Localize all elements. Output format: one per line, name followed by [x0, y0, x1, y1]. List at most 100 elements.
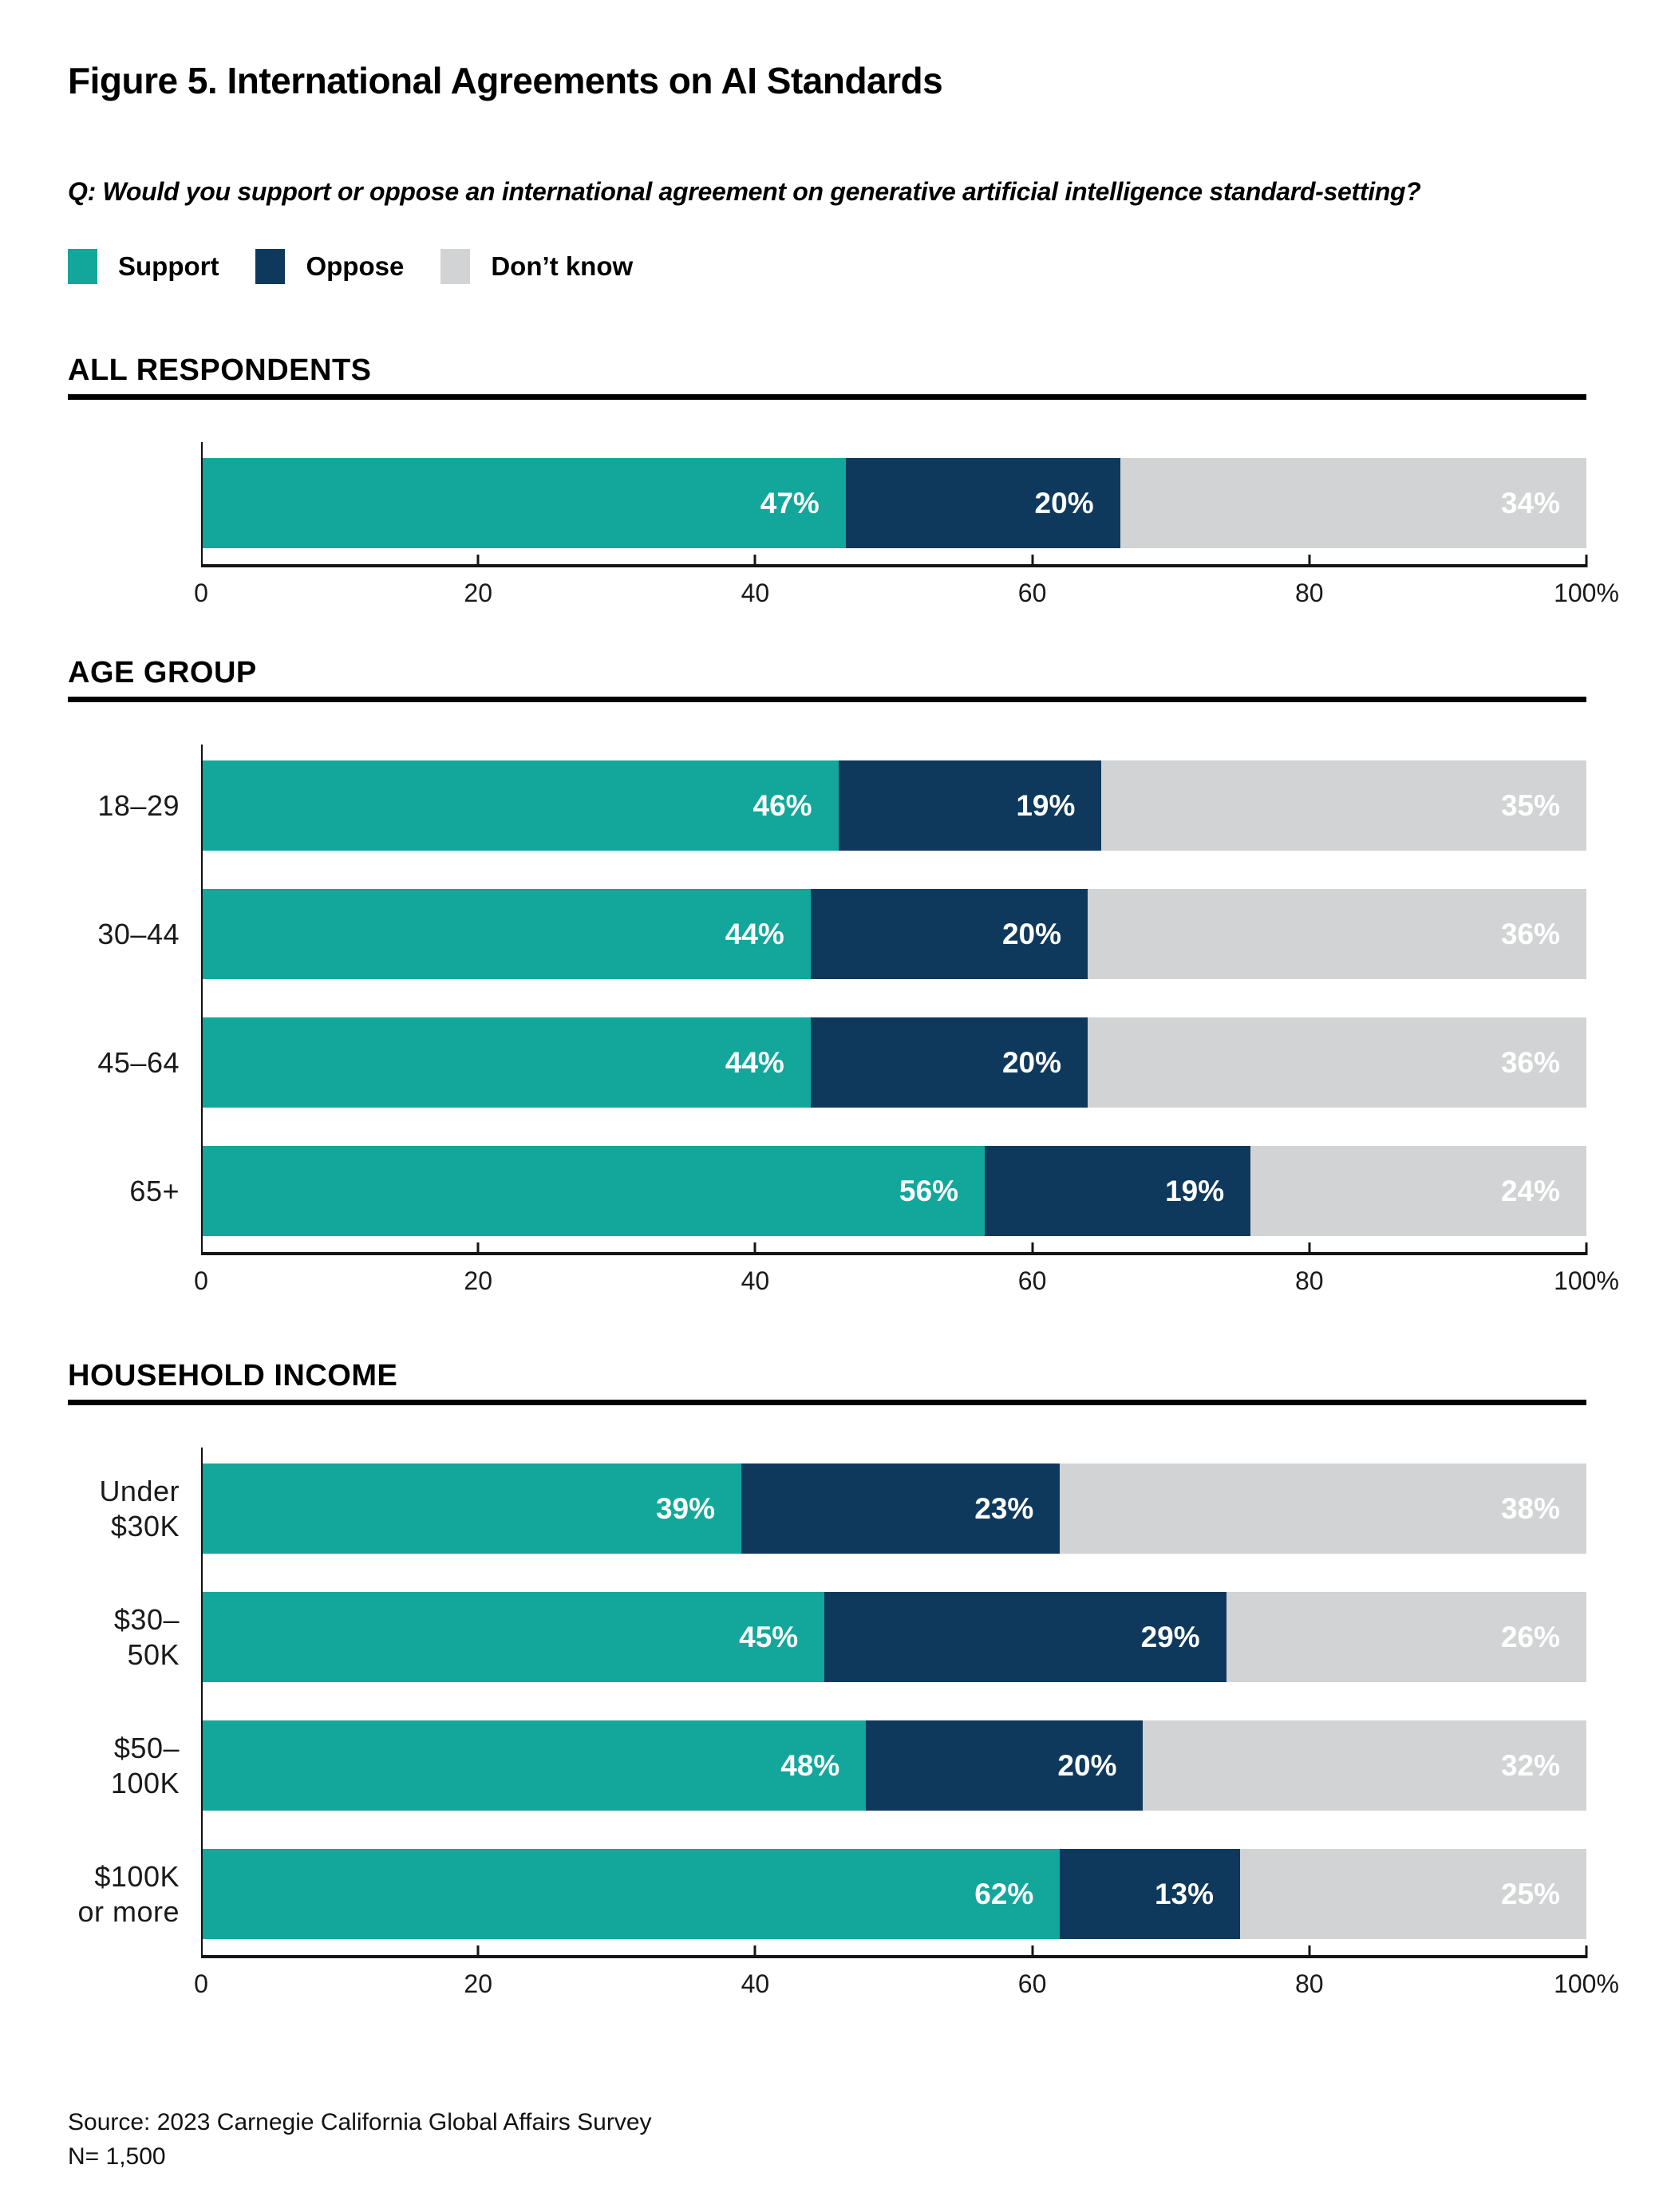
category-label-gutter: 65+	[68, 1146, 201, 1236]
category-label: $100K or more	[77, 1859, 180, 1928]
category-label: $50–100K	[110, 1731, 180, 1799]
axis-tick	[476, 1945, 480, 1958]
axis-tick	[476, 1242, 480, 1255]
bar-segment-support: 48%	[201, 1720, 867, 1811]
bar-segment-oppose: 20%	[866, 1720, 1144, 1811]
axis-tick-label: 0	[194, 1266, 208, 1295]
section-household-income: HOUSEHOLD INCOME Under $30K 39% 23% 38%	[68, 1358, 1619, 2001]
segment-value-label: 29%	[1140, 1620, 1200, 1653]
category-label-gutter: $100K or more	[68, 1849, 201, 1939]
x-axis	[201, 1242, 1588, 1255]
category-label: 65+	[129, 1174, 180, 1207]
segment-value-label: 26%	[1500, 1620, 1560, 1653]
category-label: Under $30K	[99, 1474, 180, 1542]
legend-item-dontknow: Don’t know	[440, 249, 633, 284]
sample-size-note: N= 1,500	[68, 2143, 166, 2170]
category-label-gutter: $50–100K	[68, 1720, 201, 1811]
x-axis	[201, 1945, 1588, 1958]
category-label: 45–64	[97, 1045, 180, 1079]
axis-tick-label: 80	[1295, 1969, 1324, 1998]
segment-value-label: 46%	[752, 788, 812, 822]
category-label-gutter: 45–64	[68, 1017, 201, 1108]
category-label-gutter: 18–29	[68, 760, 201, 851]
stacked-bar: 62% 13% 25%	[201, 1849, 1586, 1939]
bar-segment-oppose: 13%	[1060, 1849, 1240, 1939]
legend-swatch-dontknow-icon	[440, 249, 471, 284]
bar-segment-support: 62%	[201, 1849, 1061, 1939]
stacked-bar: 44% 20% 36%	[201, 889, 1586, 979]
legend-item-support: Support	[68, 249, 219, 284]
bar-segment-oppose: 23%	[741, 1463, 1061, 1554]
y-axis-line	[201, 745, 203, 1255]
bar-segment-support: 46%	[201, 760, 839, 851]
axis-tick	[753, 1945, 756, 1958]
section-all-respondents: ALL RESPONDENTS 47% 20% 34%	[68, 353, 1619, 610]
axis-tick-label: 100%	[1554, 579, 1619, 607]
chart-all-respondents: 47% 20% 34% 0 20 40	[68, 400, 1619, 610]
bar-row: $30–50K 45% 29% 26%	[68, 1592, 1586, 1682]
section-heading: ALL RESPONDENTS	[68, 354, 372, 387]
bar-segment-dontknow: 26%	[1226, 1592, 1586, 1682]
segment-value-label: 62%	[974, 1877, 1034, 1910]
legend-label-dontknow: Don’t know	[491, 251, 634, 281]
axis-tick-label: 40	[741, 1266, 770, 1295]
axis-tick-label: 0	[194, 579, 208, 607]
category-label-gutter: $30–50K	[68, 1592, 201, 1682]
bar-segment-dontknow: 38%	[1060, 1463, 1587, 1554]
axis-tick-label: 60	[1017, 579, 1047, 607]
segment-value-label: 20%	[1057, 1748, 1117, 1782]
chart-age-group: 18–29 46% 19% 35% 30–44 44% 20%	[68, 702, 1619, 1298]
legend-swatch-support-icon	[68, 249, 97, 284]
stacked-bar: 45% 29% 26%	[201, 1592, 1586, 1682]
bar-segment-support: 39%	[201, 1463, 742, 1554]
legend-item-oppose: Oppose	[255, 249, 404, 284]
segment-value-label: 20%	[1001, 917, 1062, 950]
bar-segment-oppose: 29%	[824, 1592, 1227, 1682]
axis-tick-label: 40	[741, 1969, 770, 1998]
bar-segment-dontknow: 32%	[1143, 1720, 1586, 1811]
axis-tick	[1585, 555, 1588, 567]
segment-value-label: 32%	[1500, 1748, 1560, 1782]
y-axis-line	[201, 442, 203, 567]
axis-tick-label: 20	[464, 1266, 492, 1295]
x-axis-tick-labels: 0 20 40 60 80 100%	[194, 1969, 1619, 2001]
segment-value-label: 25%	[1500, 1877, 1560, 1910]
bar-segment-support: 45%	[201, 1592, 825, 1682]
axis-tick	[753, 555, 756, 567]
segment-value-label: 13%	[1154, 1877, 1214, 1910]
bar-row: Under $30K 39% 23% 38%	[68, 1463, 1587, 1554]
legend: Support Oppose Don’t know	[68, 249, 1586, 284]
bar-row: $100K or more 62% 13% 25%	[68, 1849, 1586, 1939]
axis-tick	[476, 555, 480, 567]
bar-segment-oppose: 19%	[838, 760, 1102, 851]
section-heading: HOUSEHOLD INCOME	[68, 1359, 398, 1392]
bar-row: 45–64 44% 20% 36%	[68, 1017, 1586, 1108]
segment-value-label: 20%	[1001, 1045, 1062, 1079]
bar-segment-dontknow: 36%	[1088, 889, 1586, 979]
x-axis-area: 0 20 40 60 80 100%	[194, 1242, 1619, 1298]
bar-segment-oppose: 20%	[845, 458, 1120, 548]
bar-segment-dontknow: 34%	[1120, 458, 1586, 548]
bar-segment-oppose: 19%	[984, 1146, 1251, 1236]
segment-value-label: 19%	[1165, 1174, 1225, 1207]
section-age-group: AGE GROUP 18–29 46% 19% 35% 30–44	[68, 655, 1619, 1298]
axis-tick-label: 80	[1295, 1266, 1324, 1295]
source-note-block: Source: 2023 Carnegie California Global …	[68, 2105, 1586, 2174]
x-axis-tick-labels: 0 20 40 60 80 100%	[194, 1266, 1619, 1298]
source-note: Source: 2023 Carnegie California Global …	[68, 2109, 652, 2135]
section-heading: AGE GROUP	[68, 656, 257, 689]
axis-tick-label: 20	[464, 1969, 492, 1998]
axis-tick-label: 20	[464, 579, 492, 607]
figure-title: Figure 5. International Agreements on AI…	[68, 60, 943, 101]
bar-segment-support: 56%	[201, 1146, 985, 1236]
section-divider	[68, 697, 1586, 702]
axis-tick	[1308, 1242, 1311, 1255]
bar-segment-dontknow: 24%	[1250, 1146, 1586, 1236]
category-label-gutter: Under $30K	[68, 1463, 201, 1554]
segment-value-label: 39%	[655, 1491, 716, 1525]
axis-tick	[1031, 1945, 1034, 1958]
axis-tick-label: 0	[194, 1969, 208, 1998]
segment-value-label: 56%	[899, 1174, 958, 1207]
section-divider	[68, 394, 1586, 400]
